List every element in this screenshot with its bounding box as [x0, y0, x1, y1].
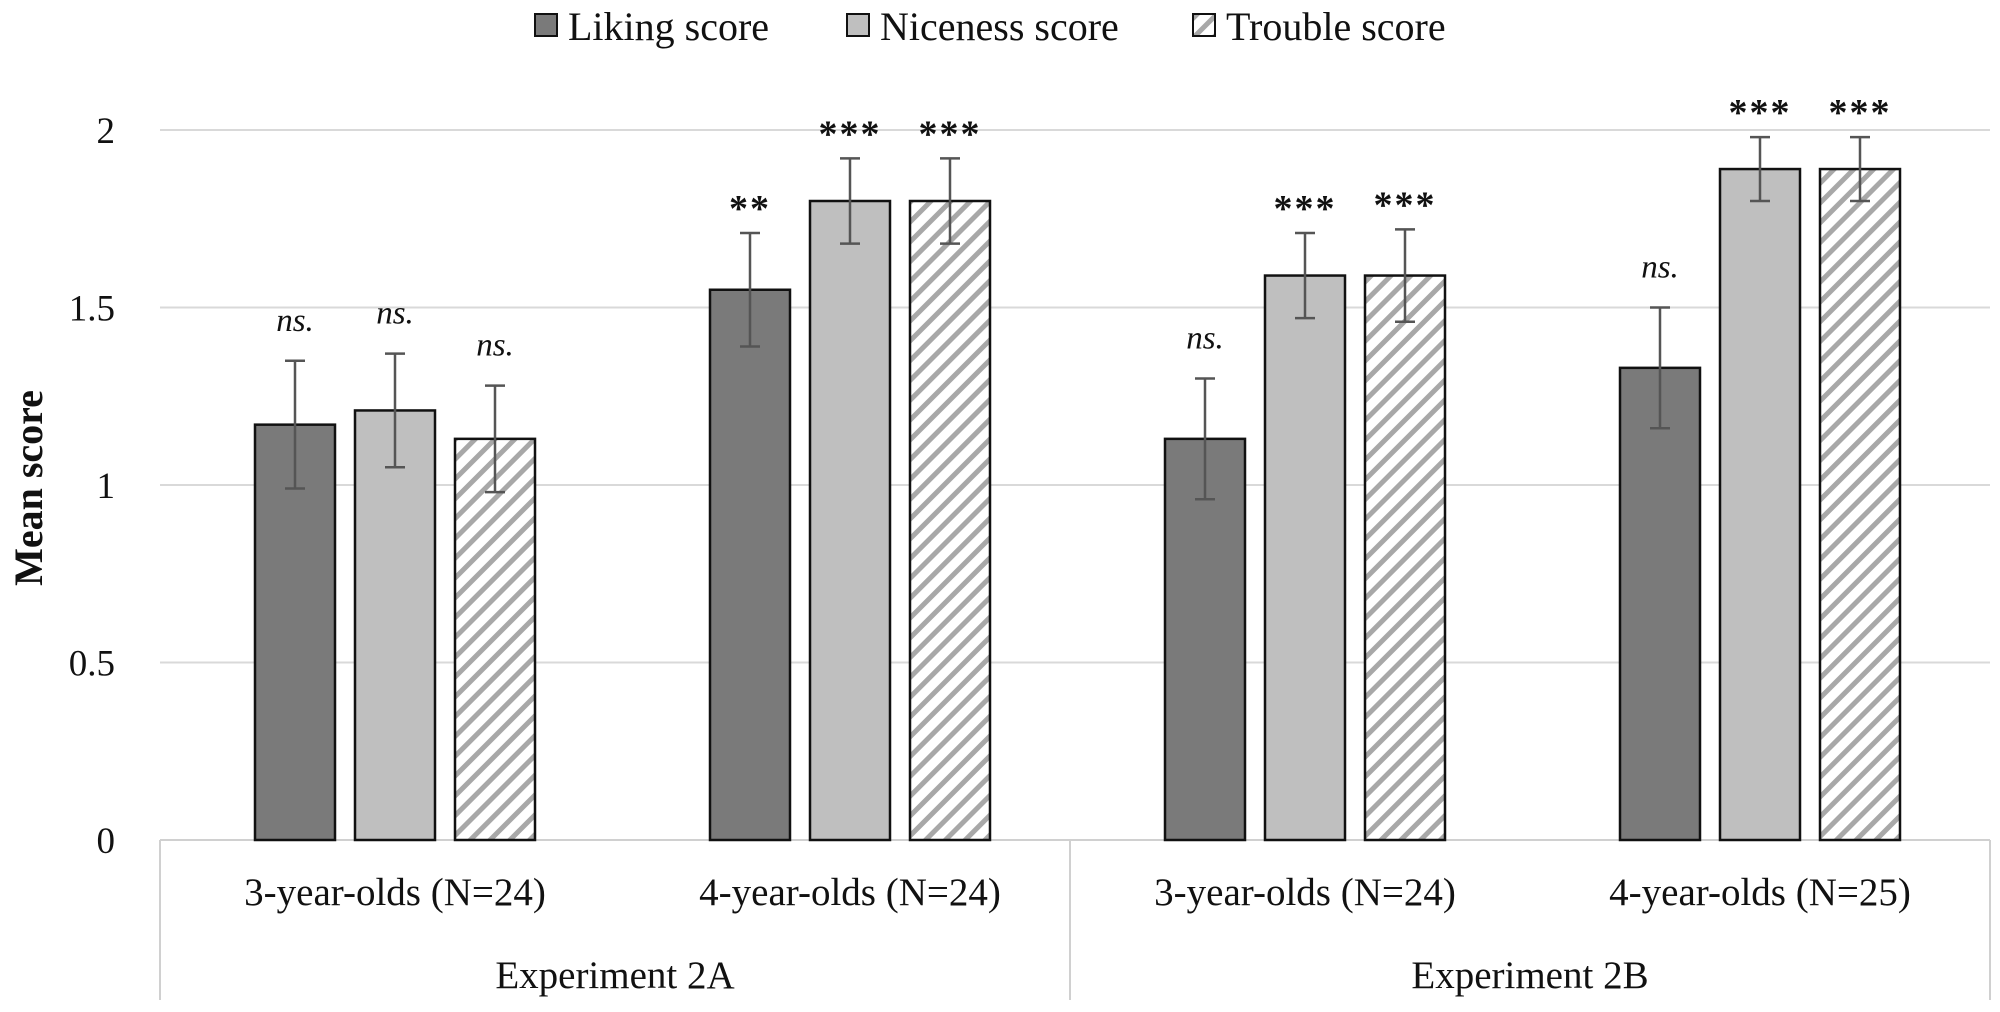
y-tick-label: 1.5: [69, 289, 115, 330]
legend-swatch: [534, 13, 558, 37]
bar: [708, 288, 792, 842]
x-axis-table: [159, 839, 1991, 1000]
legend-label: Niceness score: [880, 4, 1119, 49]
bar: [1818, 167, 1902, 842]
y-tick-label: 1: [97, 466, 116, 507]
legend-swatch: [846, 13, 870, 37]
bar: [1618, 366, 1702, 842]
y-tick-label: 2: [97, 111, 116, 152]
category-label: 3-year-olds (N=24): [244, 871, 546, 914]
category-label: 3-year-olds (N=24): [1154, 871, 1456, 914]
significance-label: ***: [1274, 188, 1337, 230]
bar: [1363, 274, 1447, 842]
legend-label: Trouble score: [1226, 4, 1446, 49]
category-labels: 3-year-olds (N=24) 4-year-olds (N=24) 3-ye…: [244, 871, 1911, 914]
significance-label: ns.: [376, 296, 414, 332]
y-axis-label: Mean score: [6, 390, 51, 586]
group-label: Experiment 2B: [1411, 954, 1648, 997]
bar: [1718, 167, 1802, 842]
bar: [908, 199, 992, 842]
significance-label: **: [729, 188, 771, 230]
legend-label: Liking score: [568, 4, 769, 49]
significance-label: ns.: [476, 328, 514, 364]
significance-label: ***: [1729, 92, 1792, 134]
error-bars: [285, 135, 1870, 501]
bars: [253, 167, 1902, 842]
bar: [253, 423, 337, 842]
bar: [353, 409, 437, 842]
y-tick-label: 0.5: [69, 644, 115, 685]
significance-label: ***: [919, 113, 982, 155]
y-tick-labels: 0 0.5 1 1.5 2: [69, 111, 115, 862]
significance-label: ns.: [1641, 250, 1679, 286]
bar: [1163, 437, 1247, 842]
significance-label: ns.: [276, 303, 314, 339]
bar: [1263, 274, 1347, 842]
category-label: 4-year-olds (N=25): [1609, 871, 1911, 914]
legend-swatch: [1192, 13, 1216, 37]
bar: [808, 199, 892, 842]
significance-label: ***: [1374, 184, 1437, 226]
category-label: 4-year-olds (N=24): [699, 871, 1001, 914]
significance-label: ns.: [1186, 321, 1224, 357]
legend: Liking score Niceness score Trouble score: [534, 4, 1446, 49]
significance-label: ***: [1829, 92, 1892, 134]
bar: [453, 437, 537, 842]
y-tick-label: 0: [97, 821, 116, 862]
group-label: Experiment 2A: [495, 954, 734, 997]
group-labels: Experiment 2A Experiment 2B: [495, 954, 1648, 997]
significance-label: ***: [819, 113, 882, 155]
significance-labels: ns. ** ns. ns. ns. *** *** *** ns. *** *** ***: [276, 92, 1892, 364]
